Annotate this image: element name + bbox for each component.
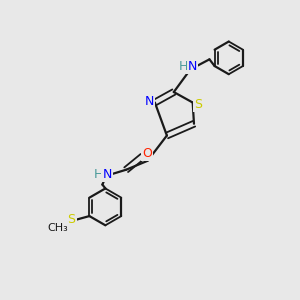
- Text: H: H: [179, 60, 188, 73]
- Text: N: N: [103, 168, 112, 181]
- Text: S: S: [194, 98, 202, 110]
- Text: O: O: [142, 147, 152, 160]
- Text: N: N: [145, 94, 154, 107]
- Text: H: H: [94, 168, 103, 181]
- Text: CH₃: CH₃: [47, 223, 68, 233]
- Text: S: S: [68, 213, 76, 226]
- Text: N: N: [188, 60, 197, 73]
